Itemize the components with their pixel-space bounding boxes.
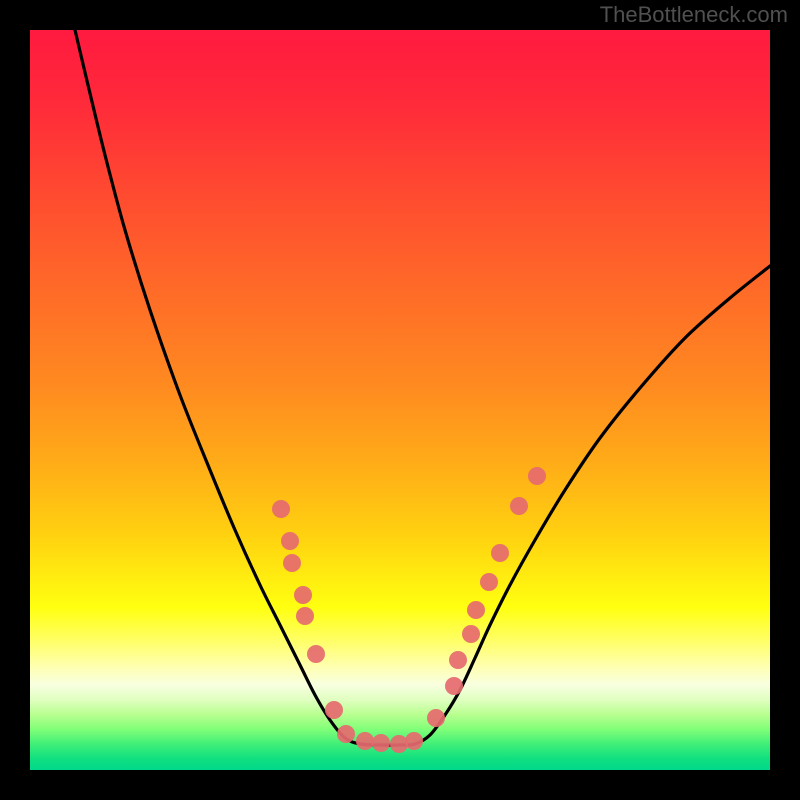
marker-dot — [462, 625, 480, 643]
marker-dot — [491, 544, 509, 562]
marker-dot — [427, 709, 445, 727]
marker-dot — [405, 732, 423, 750]
marker-dot — [294, 586, 312, 604]
marker-dot — [325, 701, 343, 719]
marker-dot — [445, 677, 463, 695]
marker-dot — [510, 497, 528, 515]
marker-dot — [390, 735, 408, 753]
marker-dot — [283, 554, 301, 572]
marker-dot — [296, 607, 314, 625]
marker-dot — [337, 725, 355, 743]
marker-dot — [372, 734, 390, 752]
bottleneck-curve-chart — [0, 0, 800, 800]
gradient-plot-area — [30, 30, 770, 770]
marker-dot — [356, 732, 374, 750]
watermark-text: TheBottleneck.com — [600, 2, 788, 28]
marker-dot — [449, 651, 467, 669]
chart-stage: TheBottleneck.com — [0, 0, 800, 800]
marker-dot — [528, 467, 546, 485]
marker-dot — [281, 532, 299, 550]
marker-dot — [272, 500, 290, 518]
marker-dot — [467, 601, 485, 619]
marker-dot — [480, 573, 498, 591]
marker-dot — [307, 645, 325, 663]
